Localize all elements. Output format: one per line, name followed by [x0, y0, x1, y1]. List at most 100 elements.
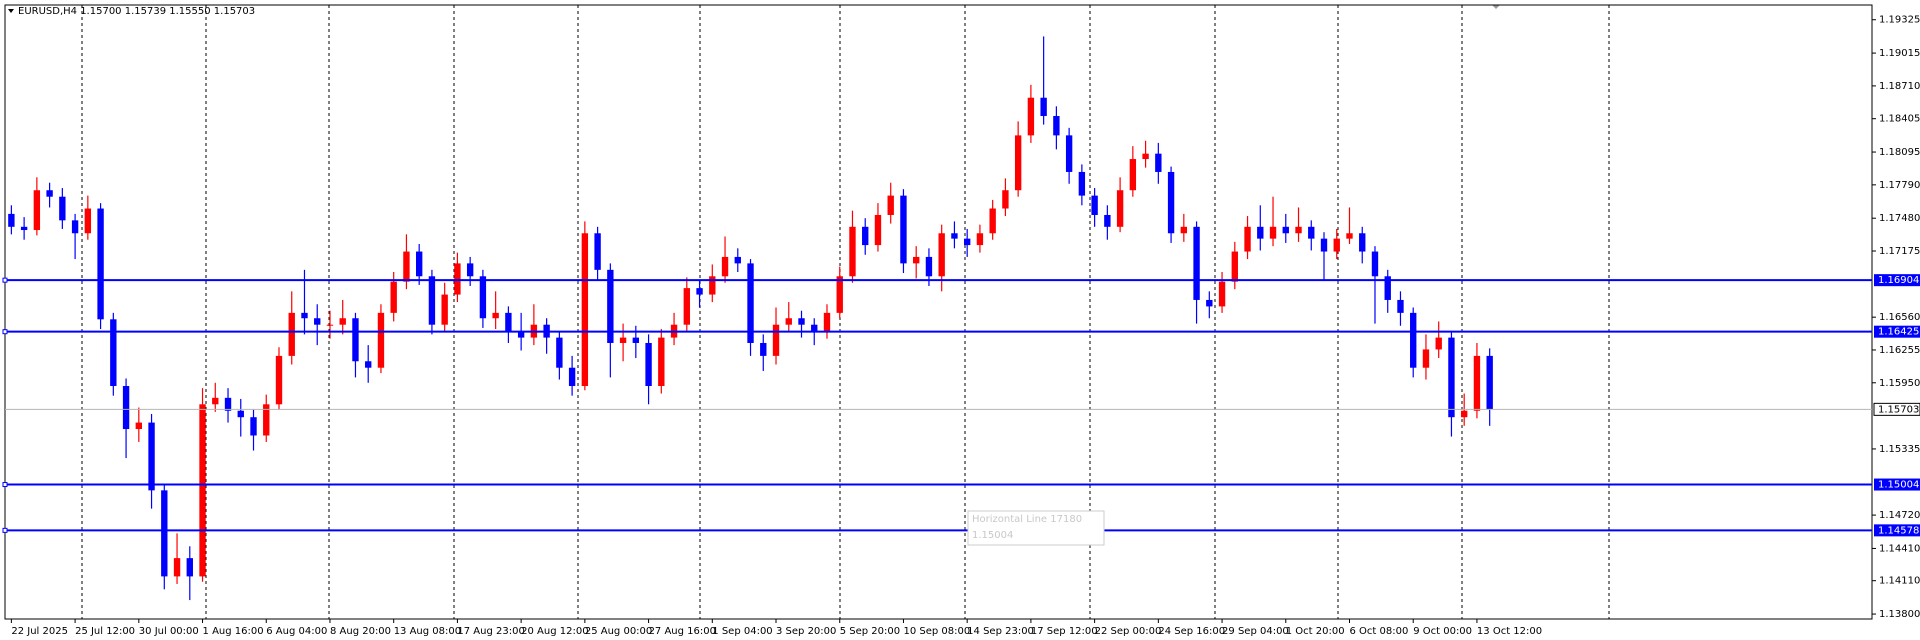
candle-body — [963, 238, 971, 246]
candle-body — [1461, 410, 1468, 418]
tooltip: Horizontal Line 17180 1.15004 — [967, 510, 1105, 546]
candle-body — [1397, 299, 1404, 313]
candle-body — [976, 233, 984, 246]
x-tick-label: 22 Jul 2025 — [11, 626, 68, 637]
y-tick-label: 1.15950 — [1879, 378, 1920, 389]
candle-body — [466, 263, 474, 277]
candle-body — [339, 318, 346, 325]
tooltip-name: Horizontal Line 17180 — [972, 514, 1082, 525]
y-tick-label: 1.13800 — [1879, 609, 1920, 620]
x-tick-label: 25 Jul 12:00 — [75, 626, 135, 637]
x-tick-label: 8 Aug 20:00 — [330, 626, 391, 637]
candle-body — [1027, 97, 1035, 136]
candle-body — [1231, 251, 1238, 282]
candle-body — [415, 251, 423, 277]
shift-marker — [1492, 5, 1500, 9]
candle-body — [887, 195, 894, 215]
candle-body — [1116, 190, 1124, 227]
candle-body — [1320, 238, 1328, 252]
candle-body — [1448, 337, 1455, 418]
current-price-tag — [1873, 402, 1920, 416]
candle-body — [1410, 312, 1417, 368]
line-handle — [2, 329, 8, 335]
candle-body — [772, 324, 780, 356]
tooltip-value: 1.15004 — [972, 530, 1013, 541]
y-tick-label: 1.17480 — [1879, 213, 1920, 224]
candle-body — [734, 256, 741, 264]
candle-body — [441, 294, 448, 325]
candle-body — [1346, 233, 1353, 239]
candle-body — [1155, 153, 1162, 172]
plot-frame — [4, 4, 1873, 620]
candle-body — [1422, 349, 1430, 368]
candle-body — [1053, 116, 1060, 136]
x-tick-label: 22 Sep 00:00 — [1095, 626, 1162, 637]
y-tick-label: 1.14110 — [1879, 576, 1920, 587]
candle-body — [594, 233, 601, 270]
x-tick-label: 20 Aug 12:00 — [521, 626, 588, 637]
candle-body — [1014, 135, 1022, 191]
candle-body — [365, 361, 372, 368]
candle-body — [913, 256, 920, 264]
x-tick-label: 1 Oct 20:00 — [1286, 626, 1345, 637]
y-tick-label: 1.14720 — [1879, 510, 1920, 521]
candle-body — [1486, 355, 1493, 410]
candle-body — [696, 288, 703, 295]
line-price-tag — [1874, 325, 1920, 338]
x-tick-label: 9 Oct 00:00 — [1413, 626, 1472, 637]
candle-body — [1065, 135, 1073, 172]
x-tick-label: 1 Sep 04:00 — [712, 626, 772, 637]
candle-body — [301, 312, 308, 319]
candle-body — [632, 337, 640, 343]
candle-body — [1473, 355, 1481, 411]
candle-body — [505, 312, 512, 332]
candle-body — [607, 269, 614, 343]
candle-body — [1002, 190, 1009, 209]
candle-body — [186, 558, 193, 577]
candle-body — [250, 417, 257, 436]
candle-body — [377, 312, 385, 368]
candle-body — [122, 386, 130, 430]
candle-body — [237, 410, 244, 418]
line-price-label: 1.15004 — [1878, 480, 1919, 491]
candle-body — [1167, 171, 1175, 234]
candle-body — [46, 190, 53, 197]
x-tick-label: 10 Sep 08:00 — [903, 626, 970, 637]
candle-body — [403, 251, 410, 282]
x-tick-label: 24 Sep 16:00 — [1158, 626, 1225, 637]
candle-body — [390, 281, 397, 313]
candle-body — [874, 214, 882, 246]
candle-body — [709, 276, 716, 295]
candle-body — [823, 312, 831, 332]
candle-body — [760, 342, 767, 356]
chart-title: EURUSD,H4 1.15700 1.15739 1.15550 1.1570… — [18, 6, 255, 17]
candle-body — [1333, 238, 1340, 252]
candle-body — [619, 337, 627, 343]
y-tick-label: 1.16560 — [1879, 312, 1920, 323]
candle-body — [721, 256, 729, 277]
candle-body — [658, 337, 665, 387]
candle-body — [568, 367, 576, 387]
candle-body — [951, 233, 958, 239]
x-tick-label: 30 Jul 00:00 — [139, 626, 199, 637]
candle-body — [1295, 226, 1302, 234]
x-tick-label: 6 Oct 08:00 — [1349, 626, 1408, 637]
candle-body — [263, 404, 270, 436]
candle-body — [1269, 226, 1277, 239]
y-tick-label: 1.14410 — [1879, 543, 1920, 554]
y-tick-label: 1.16255 — [1879, 345, 1920, 356]
x-tick-label: 25 Aug 00:00 — [585, 626, 652, 637]
line-handle — [2, 277, 8, 283]
candle-body — [1384, 276, 1391, 300]
candle-body — [314, 318, 321, 325]
candle-body — [811, 324, 818, 332]
candle-body — [1435, 337, 1442, 350]
candle-body — [479, 276, 487, 319]
line-price-label: 1.14578 — [1878, 525, 1919, 536]
candle-body — [645, 342, 652, 387]
y-tick-label: 1.18405 — [1879, 114, 1920, 125]
x-tick-label: 13 Oct 12:00 — [1477, 626, 1542, 637]
x-tick-label: 6 Aug 04:00 — [266, 626, 327, 637]
menu-arrow[interactable] — [8, 9, 14, 13]
